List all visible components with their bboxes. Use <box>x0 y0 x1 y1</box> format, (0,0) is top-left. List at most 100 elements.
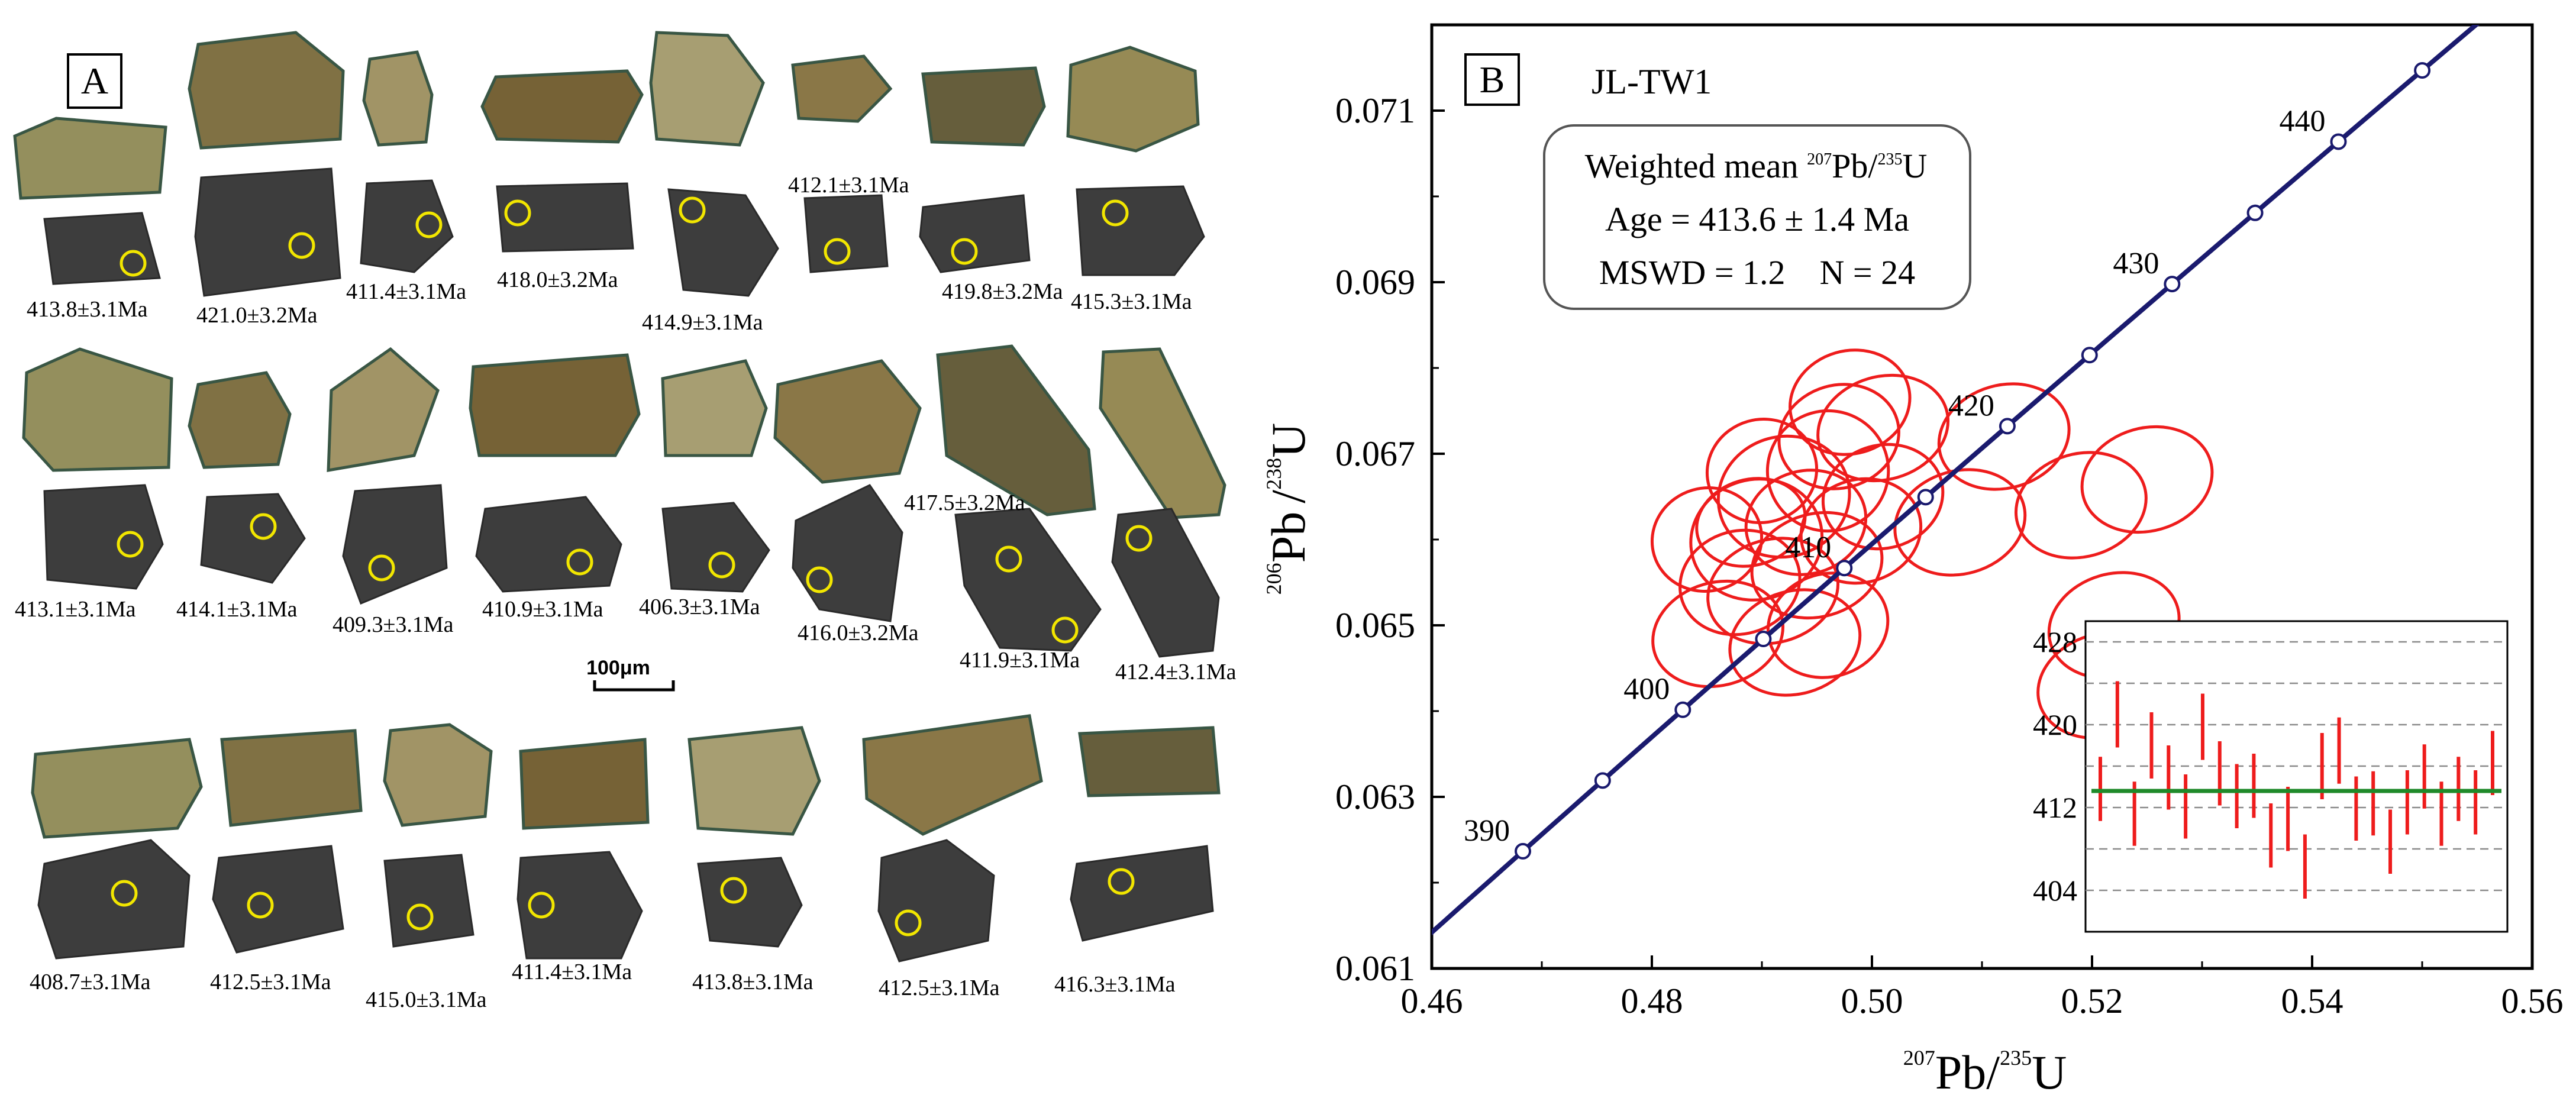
grain-age-label: 416.0±3.2Ma <box>798 621 919 645</box>
x-tick-label: 0.48 <box>1621 981 1683 1020</box>
grain-age-label: 410.9±3.1Ma <box>482 597 603 622</box>
y-title-u: U <box>1261 423 1315 458</box>
concordia-age-marker <box>2414 62 2431 79</box>
analysis-spot-marker <box>806 566 833 593</box>
concordia-age-marker <box>1999 418 2016 435</box>
panel-b-label: B <box>1480 59 1505 101</box>
inset-tick-label: 404 <box>2033 874 2077 907</box>
grain-color-image <box>661 359 768 457</box>
x-title-iso-235: 235 <box>2000 1046 2032 1070</box>
error-ellipses <box>1650 348 2214 740</box>
grain-age-label: 411.9±3.1Ma <box>960 648 1080 673</box>
grain-images <box>13 31 1226 963</box>
y-title-pb: Pb <box>1261 512 1315 563</box>
panel-a-label: A <box>81 60 108 102</box>
x-tick-label: 0.52 <box>2061 981 2123 1020</box>
concordia-age-marker <box>2081 347 2098 364</box>
grain-color-image <box>519 738 650 830</box>
grain-cl-image <box>661 502 770 593</box>
summary-mswd: MSWD = 1.2 N = 24 <box>1599 253 1915 292</box>
concordia-curve: 390 400 410 420 430 440 <box>1432 25 2480 936</box>
concordia-age-label: 440 <box>2279 104 2325 138</box>
analysis-spot-marker <box>250 513 277 540</box>
grain-age-label: 412.4±3.1Ma <box>1115 660 1237 684</box>
y-title-iso-206: 206 <box>1262 563 1286 595</box>
x-tick-label: 0.54 <box>2281 981 2343 1020</box>
analysis-spot-marker <box>406 903 434 931</box>
concordia-age-marker <box>2246 204 2264 221</box>
grain-age-label: 415.0±3.1Ma <box>366 987 487 1012</box>
grain-color-image <box>862 714 1043 836</box>
concordia-age-label: 430 <box>2113 247 2159 280</box>
summary-pb: Pb/ <box>1832 147 1878 185</box>
summary-line-1: Weighted mean 207Pb/235U <box>1585 147 1928 185</box>
y-title-slash: / <box>1261 490 1315 503</box>
error-ellipse <box>1893 468 2027 577</box>
grain-cl-image <box>383 854 474 948</box>
grain-age-label: 414.9±3.1Ma <box>642 310 763 335</box>
analysis-spot-marker <box>528 892 555 919</box>
grain-age-label: 418.0±3.2Ma <box>497 267 618 292</box>
grain-age-label: 411.4±3.1Ma <box>512 960 632 984</box>
grain-age-label: 406.3±3.1Ma <box>639 595 760 619</box>
inset-tick-label: 428 <box>2033 625 2077 658</box>
error-ellipse <box>1705 418 1819 524</box>
grain-cl-image <box>475 496 622 593</box>
error-ellipse <box>1816 373 1950 483</box>
grain-cl-image <box>1076 185 1205 276</box>
analysis-spot-marker <box>708 551 735 579</box>
concordia-age-label: 420 <box>1948 389 1994 422</box>
summary-iso-235: 235 <box>1877 150 1902 169</box>
grain-cl-image <box>697 857 803 948</box>
grain-age-label: 408.7±3.1Ma <box>30 970 151 994</box>
concordia-age-marker <box>1674 701 1691 718</box>
grain-cl-image <box>667 188 779 297</box>
grain-color-image <box>687 726 821 836</box>
inset-tick-label: 412 <box>2033 791 2077 824</box>
grain-color-image <box>220 729 363 827</box>
grain-age-label: 413.8±3.1Ma <box>27 297 148 322</box>
x-tick-label: 0.56 <box>2501 981 2564 1020</box>
analysis-spot-marker <box>117 531 144 558</box>
analysis-spot-marker <box>720 877 747 904</box>
inset-frame <box>2084 620 2509 933</box>
analysis-spot-marker <box>895 909 922 936</box>
analysis-spot-marker <box>566 548 593 576</box>
grain-cl-image <box>43 212 161 285</box>
panel-b: 0.46 0.48 0.50 0.52 0.54 0.56 0.061 0.063 0.065… <box>1261 23 2564 1099</box>
y-axis: 0.061 0.063 0.065 0.067 0.069 0.071 <box>1335 91 1445 988</box>
grain-age-label: 409.3±3.1Ma <box>333 612 454 637</box>
y-tick-label: 0.071 <box>1335 91 1415 130</box>
grain-age-label: 412.1±3.1Ma <box>788 173 909 198</box>
x-tick-label: 0.50 <box>1841 981 1903 1020</box>
analysis-spot-marker <box>288 232 315 259</box>
grain-color-image <box>362 50 434 147</box>
concordia-chart: 0.46 0.48 0.50 0.52 0.54 0.56 0.061 0.063 0.065… <box>1335 23 2564 1020</box>
grain-color-image <box>1078 726 1221 797</box>
grain-cl-image <box>1070 845 1214 942</box>
grain-cl-image <box>1111 508 1220 658</box>
grain-age-label: 419.8±3.2Ma <box>942 279 1063 304</box>
error-ellipse <box>1799 477 1923 585</box>
summary-u: U <box>1902 147 1927 185</box>
grain-color-image <box>1066 46 1200 153</box>
analysis-spot-marker <box>1102 199 1129 227</box>
grain-cl-image <box>194 167 341 297</box>
x-title-u: U <box>2032 1045 2067 1099</box>
grain-color-image <box>13 117 167 200</box>
grain-color-image <box>791 54 893 123</box>
analysis-spot-marker <box>247 892 274 919</box>
grain-age-label: 413.8±3.1Ma <box>692 970 814 994</box>
analysis-spot-marker <box>951 238 978 265</box>
error-ellipse <box>1651 579 1785 689</box>
grain-age-label: 414.1±3.1Ma <box>176 597 298 622</box>
x-axis-title: 207Pb/235U <box>1903 1045 2067 1099</box>
grain-color-image <box>936 344 1096 516</box>
grain-cl-image <box>877 839 995 963</box>
y-tick-label: 0.061 <box>1335 949 1415 988</box>
error-ellipse <box>1678 528 1802 637</box>
inset-tick-label: 420 <box>2033 708 2077 741</box>
x-title-iso-207: 207 <box>1903 1046 1935 1070</box>
y-tick-label: 0.063 <box>1335 777 1415 816</box>
